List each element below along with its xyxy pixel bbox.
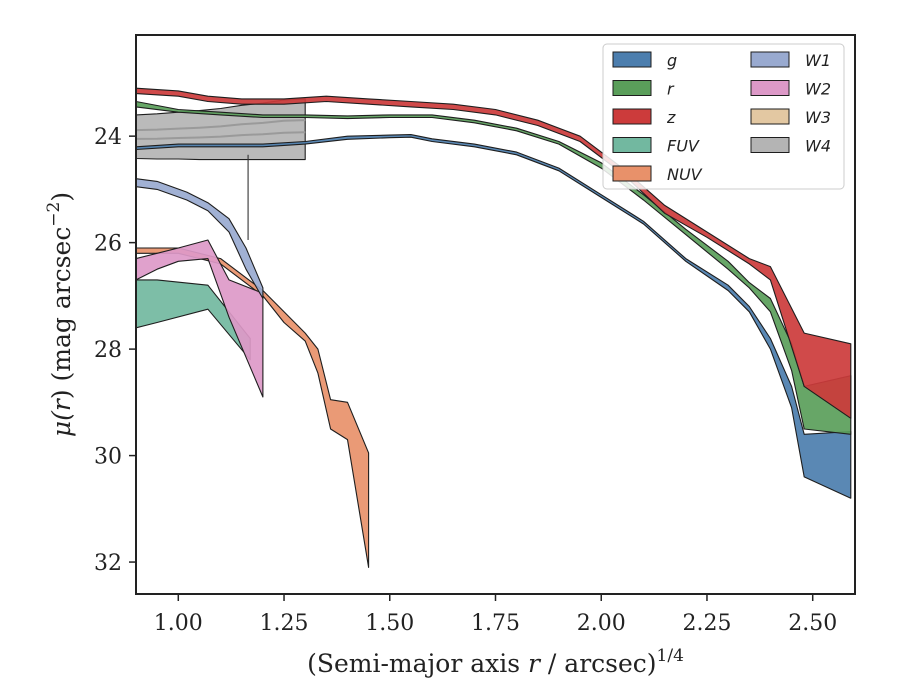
x-tick-label: 2.50 (788, 611, 837, 636)
legend: grz FUV NUV W1 W2 W3 W4 (602, 43, 845, 190)
x-tick-label: 1.00 (154, 611, 203, 636)
x-axis-title-post: / arcsec) (540, 649, 657, 678)
series-band-z (136, 87, 852, 419)
legend-swatch-w4 (750, 137, 790, 153)
w4-inner-line-1 (136, 119, 306, 132)
y-tick-label: 26 (94, 232, 122, 257)
legend-label-w3: W3 (805, 108, 831, 127)
y-tick-label: 32 (94, 551, 122, 576)
series-band-nuv (136, 247, 370, 568)
series-band-w2 (136, 239, 264, 398)
w4-inner-line-2 (136, 131, 306, 140)
y-axis-title: μ(r) (mag arcsec−2) (44, 192, 76, 437)
legend-label-w4: W4 (805, 137, 831, 156)
x-axis-title-var: r (528, 649, 542, 678)
legend-label-w1: W1 (805, 51, 831, 70)
x-axis-title-pre: (Semi-major axis (307, 649, 528, 678)
y-axis-title-sup: −2 (44, 202, 64, 227)
x-tick-label: 2.00 (577, 611, 626, 636)
legend-label-w2: W2 (805, 80, 831, 99)
legend-swatch-fuv (612, 137, 652, 153)
legend-label-nuv: NUV (667, 165, 703, 184)
legend-swatch-w2 (750, 80, 790, 96)
legend-swatch-w3 (750, 108, 790, 125)
legend-swatch-w1 (750, 51, 790, 68)
y-axis: 24 26 28 30 32 (94, 125, 136, 576)
y-tick-label: 28 (94, 338, 122, 363)
legend-swatch-z (612, 108, 652, 125)
legend-label-r: r (667, 80, 675, 99)
y-axis-title-pre: μ( (47, 410, 76, 437)
legend-label-g: g (667, 51, 677, 70)
x-tick-label: 1.50 (365, 611, 414, 636)
y-axis-title-mid: ) (mag arcsec (47, 227, 76, 400)
x-axis: 1.00 1.25 1.50 1.75 2.00 2.25 2.50 (154, 594, 837, 636)
legend-label-z: z (666, 108, 676, 127)
series-layer (136, 87, 852, 568)
y-tick-label: 30 (94, 445, 122, 470)
legend-swatch-r (612, 80, 652, 96)
series-band-g (136, 134, 852, 499)
y-axis-title-var: r (47, 397, 76, 411)
y-axis-title-post: ) (47, 192, 76, 202)
x-axis-title: (Semi-major axis r / arcsec)1/4 (307, 646, 684, 678)
legend-swatch-nuv (612, 165, 652, 182)
y-tick-label: 24 (94, 125, 122, 150)
series-band-w1 (136, 178, 264, 300)
x-tick-label: 1.75 (471, 611, 520, 636)
series-band-r (136, 100, 852, 435)
x-tick-label: 1.25 (260, 611, 309, 636)
x-tick-label: 2.25 (682, 611, 731, 636)
legend-swatch-g (612, 51, 652, 68)
x-axis-title-sup: 1/4 (657, 646, 684, 666)
legend-label-fuv: FUV (667, 137, 700, 156)
